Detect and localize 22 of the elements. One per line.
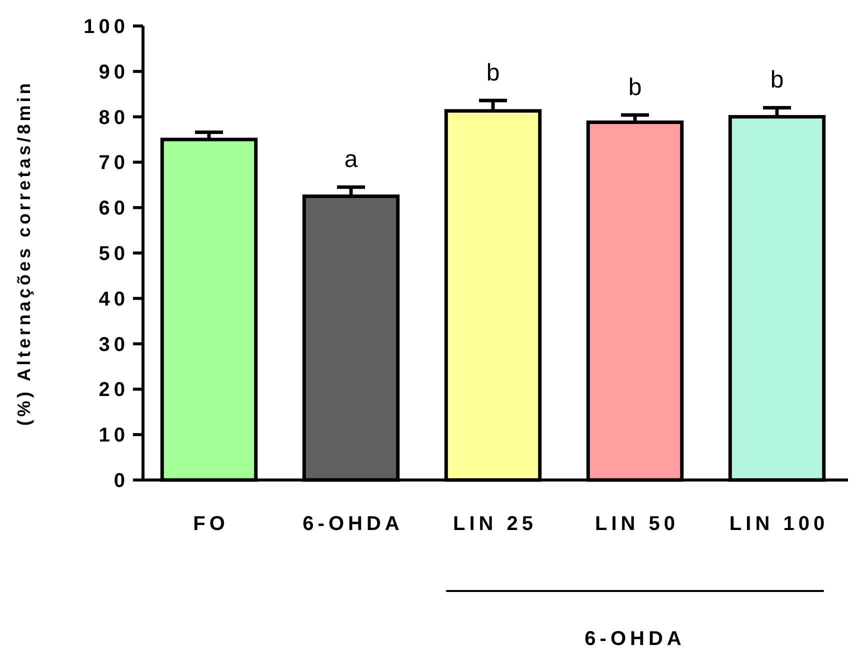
- y-tick-label: 70: [98, 152, 129, 174]
- x-tick-label: LIN 25: [452, 513, 538, 535]
- y-axis-title: (%) Alternações corretas/8min: [14, 80, 34, 426]
- x-tick-label: 6-OHDA: [302, 513, 404, 535]
- y-tick-label: 30: [98, 334, 129, 356]
- annotation: b: [486, 59, 500, 86]
- y-tick-label: 20: [98, 379, 129, 402]
- y-tick-label: 0: [114, 470, 129, 492]
- x-tick-label: LIN 100: [729, 513, 829, 535]
- y-tick-label: 40: [98, 288, 129, 310]
- annotation: a: [344, 146, 358, 174]
- annotation: b: [628, 74, 642, 101]
- y-tick-label: 100: [84, 16, 129, 38]
- x-tick-label: FO: [193, 513, 229, 535]
- x-tick-label: LIN 50: [594, 513, 680, 535]
- y-tick-label: 80: [98, 106, 129, 129]
- y-tick-label: 90: [98, 61, 129, 84]
- y-tick-label: 50: [98, 243, 129, 265]
- annotation: b: [770, 66, 784, 94]
- y-tick-label: 60: [98, 198, 129, 220]
- text: 6-OHDA: [584, 628, 686, 650]
- y-tick-label: 10: [98, 424, 129, 447]
